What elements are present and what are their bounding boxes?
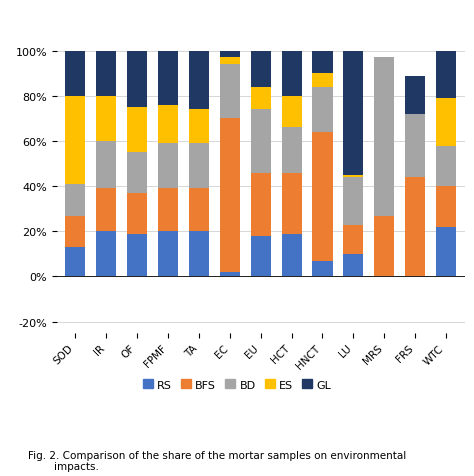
Bar (65, 51, 85, 97)
Bar (282, 234, 301, 277)
Bar (343, 176, 364, 178)
Bar (158, 144, 178, 189)
Text: Fig. 2. Comparison of the share of the mortar samples on environmental
        i: Fig. 2. Comparison of the share of the m… (28, 450, 407, 471)
Bar (158, 106, 178, 144)
Bar (436, 146, 456, 187)
Bar (96, 97, 116, 142)
Bar (65, 216, 85, 248)
Bar (220, 272, 240, 277)
Bar (343, 51, 364, 176)
Bar (220, 51, 240, 59)
Bar (282, 97, 301, 128)
Bar (96, 142, 116, 189)
Bar (343, 225, 364, 254)
Bar (312, 133, 332, 261)
Bar (282, 128, 301, 173)
Bar (251, 173, 271, 236)
Bar (312, 51, 332, 74)
Bar (189, 144, 209, 189)
Bar (158, 189, 178, 232)
Bar (282, 173, 301, 234)
Bar (189, 110, 209, 144)
Bar (127, 194, 147, 234)
Bar (312, 88, 332, 133)
Bar (251, 88, 271, 110)
Bar (65, 185, 85, 216)
Bar (436, 51, 456, 99)
Bar (65, 248, 85, 277)
Bar (158, 232, 178, 277)
Bar (374, 216, 394, 277)
Bar (158, 51, 178, 106)
Bar (96, 51, 116, 97)
Bar (96, 232, 116, 277)
Bar (282, 51, 301, 97)
Bar (374, 59, 394, 216)
Bar (436, 228, 456, 277)
Bar (189, 232, 209, 277)
Bar (436, 187, 456, 228)
Bar (127, 108, 147, 153)
Bar (312, 74, 332, 88)
Bar (405, 76, 425, 115)
Bar (127, 153, 147, 194)
Bar (220, 119, 240, 272)
Bar (343, 178, 364, 225)
Bar (127, 234, 147, 277)
Bar (65, 97, 85, 185)
Bar (220, 65, 240, 119)
Bar (251, 110, 271, 173)
Bar (405, 178, 425, 277)
Bar (312, 261, 332, 277)
Bar (96, 189, 116, 232)
Bar (405, 76, 425, 115)
Legend: RS, BFS, BD, ES, GL: RS, BFS, BD, ES, GL (138, 375, 336, 394)
Bar (189, 51, 209, 110)
Bar (127, 51, 147, 108)
Bar (251, 236, 271, 277)
Bar (343, 254, 364, 277)
Bar (436, 99, 456, 146)
Bar (251, 51, 271, 88)
Bar (405, 76, 425, 178)
Bar (189, 189, 209, 232)
Bar (220, 59, 240, 65)
